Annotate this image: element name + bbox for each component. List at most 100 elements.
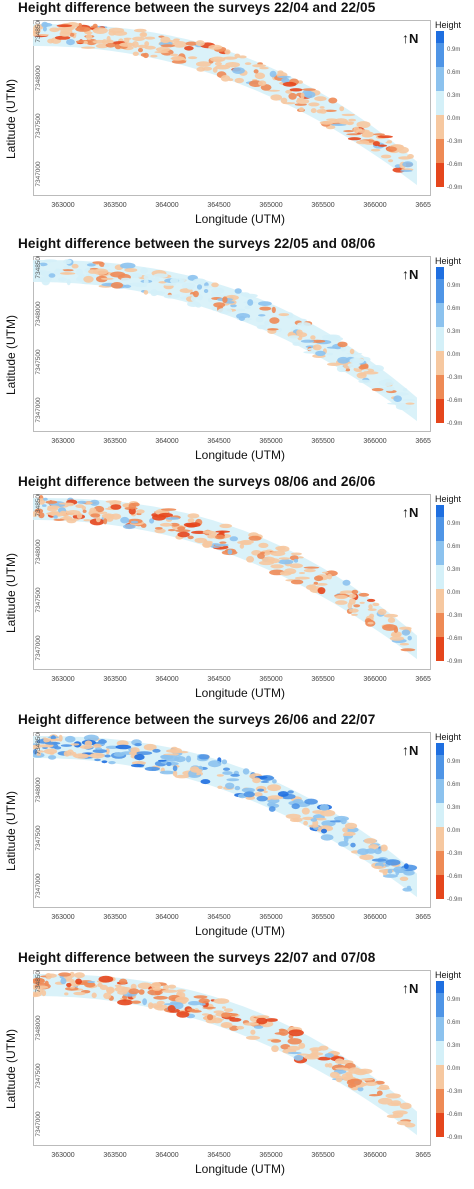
height-cell <box>315 350 326 356</box>
height-cell <box>389 636 405 641</box>
height-cell <box>402 398 415 402</box>
height-difference-map: 7348500 7348000 7347500 7347000 363000 363500… <box>33 732 431 921</box>
x-tick-label: 364500 <box>207 676 230 683</box>
height-cell <box>234 53 241 58</box>
legend-swatch <box>436 1125 444 1137</box>
height-cell <box>144 36 156 40</box>
height-cell <box>119 978 128 985</box>
north-arrow: ↑N <box>402 742 418 758</box>
height-cell <box>221 1012 231 1018</box>
height-cell <box>212 67 218 73</box>
legend-swatch <box>436 67 444 79</box>
height-cell <box>33 977 45 985</box>
legend-swatch <box>436 839 444 851</box>
height-cell <box>358 379 372 384</box>
y-axis-label-text: Latitude (UTM) <box>4 314 18 396</box>
height-cell <box>348 593 357 599</box>
height-cell <box>290 552 302 556</box>
height-cell <box>288 92 297 100</box>
y-tick-label: 7347500 <box>35 1063 42 1089</box>
height-cell <box>56 24 73 28</box>
height-cell <box>110 504 122 510</box>
height-cell <box>245 1035 261 1040</box>
x-axis-label: Longitude (UTM) <box>194 924 286 938</box>
height-cell <box>158 281 167 284</box>
height-cell <box>120 516 130 524</box>
height-cell <box>317 587 326 595</box>
height-cell <box>310 108 317 114</box>
height-cell <box>385 1093 401 1099</box>
height-cell <box>304 798 318 805</box>
height-cell <box>274 1032 286 1035</box>
x-tick-label: 363500 <box>103 202 126 209</box>
x-tick-label: 366000 <box>363 676 386 683</box>
height-cell <box>76 512 83 519</box>
legend-swatch <box>436 541 444 553</box>
x-tick-label: 363000 <box>51 438 74 445</box>
height-difference-map: 7348500 7348000 7347500 7347000 363000 363500… <box>33 20 431 209</box>
legend-swatch <box>436 115 444 127</box>
height-cell <box>234 785 241 791</box>
height-cell <box>54 28 65 31</box>
height-cell <box>383 613 399 618</box>
height-cell <box>131 763 144 768</box>
height-cell <box>320 809 336 817</box>
height-cell <box>93 743 102 749</box>
map-plot: 7348500 7348000 7347500 7347000 363000 363500… <box>33 732 431 924</box>
height-cell <box>223 1008 234 1012</box>
height-cell <box>46 738 63 742</box>
height-cell <box>387 617 396 623</box>
x-tick-label: 364500 <box>207 438 230 445</box>
y-axis-label-text: Latitude (UTM) <box>4 1028 18 1110</box>
height-cell <box>392 1112 404 1118</box>
legend-swatch <box>436 1089 444 1101</box>
height-cell <box>346 352 363 355</box>
legend-label: -0.3m <box>447 375 462 381</box>
height-cell <box>132 36 145 41</box>
map-panel: Height difference between the surveys 22… <box>0 0 474 238</box>
legend-swatch <box>436 327 444 339</box>
height-cell <box>166 749 180 753</box>
height-cell <box>258 80 267 86</box>
north-arrow-icon: ↑ <box>402 30 409 46</box>
height-cell <box>358 592 370 597</box>
height-cell <box>328 336 343 342</box>
height-cell <box>344 822 358 830</box>
north-arrow: ↑N <box>402 30 418 46</box>
legend-swatch <box>436 55 444 67</box>
height-cell <box>73 753 90 759</box>
height-cell <box>258 542 269 548</box>
height-cell <box>244 305 251 310</box>
height-cell <box>106 39 114 44</box>
height-cell <box>188 522 201 528</box>
height-cell <box>105 43 116 48</box>
height-cell <box>291 803 300 810</box>
legend-swatch <box>436 553 444 565</box>
height-cell <box>270 94 282 101</box>
height-cell <box>347 137 362 141</box>
height-cell <box>230 773 240 777</box>
height-cell <box>241 787 255 793</box>
height-cell <box>195 40 205 47</box>
height-cell <box>339 121 355 125</box>
legend-label: 0.0m <box>447 352 460 358</box>
height-cell <box>63 259 72 265</box>
height-cell <box>349 348 355 355</box>
height-cell <box>124 268 138 273</box>
map-plot: 7348500 7348000 7347500 7347000 363000 363500… <box>33 20 431 212</box>
legend-label: 0.3m <box>447 567 460 573</box>
height-cell <box>377 135 394 139</box>
height-cell <box>270 1039 282 1043</box>
height-cell <box>222 771 233 775</box>
height-cell <box>222 56 238 60</box>
height-cell <box>310 1052 324 1056</box>
y-tick-label: 7347500 <box>35 825 42 851</box>
x-tick-label: 366500 <box>415 914 431 921</box>
height-cell <box>351 589 359 595</box>
height-cell <box>163 283 177 286</box>
legend-swatch <box>436 851 444 863</box>
legend-label: -0.6m <box>447 636 462 642</box>
height-cell <box>377 144 388 147</box>
height-cell <box>343 130 355 133</box>
height-cell <box>69 986 76 989</box>
